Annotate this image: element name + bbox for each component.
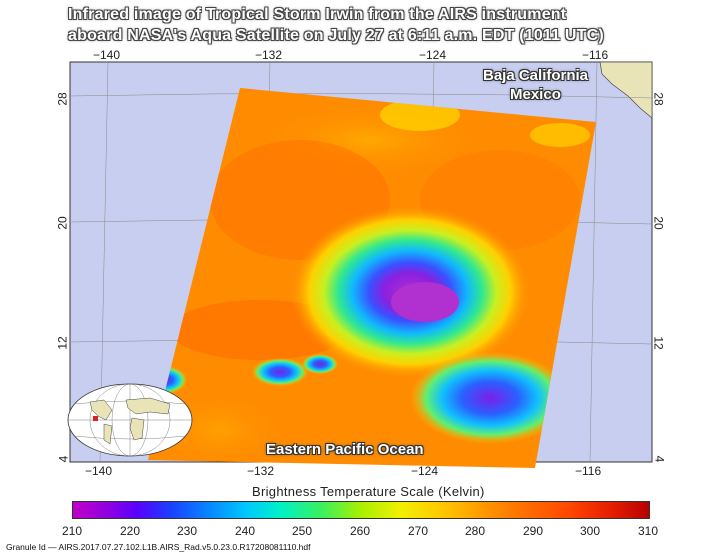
- colorbar-title: Brightness Temperature Scale (Kelvin): [252, 484, 485, 499]
- colorbar-tick-270: 270: [407, 524, 429, 538]
- image-title-line-2: aboard NASA's Aqua Satellite on July 27 …: [68, 27, 604, 44]
- baja-california-land: [599, 61, 653, 119]
- colorbar-tick-240: 240: [234, 524, 256, 538]
- lon-tick-top-124: −124: [419, 48, 447, 62]
- lat-tick-right-12: 12: [651, 336, 666, 350]
- colorbar-tick-250: 250: [291, 524, 313, 538]
- colorbar-tick-310: 310: [637, 524, 659, 538]
- lat-tick-right-28: 28: [651, 92, 666, 106]
- temperature-colorbar: [72, 501, 650, 519]
- lon-tick-bottom-140: −140: [85, 464, 113, 478]
- lat-tick-left-20: 20: [55, 216, 70, 230]
- lat-tick-left-12: 12: [55, 336, 70, 350]
- lon-tick-bottom-132: −132: [247, 464, 275, 478]
- world-globe-inset: [67, 383, 193, 457]
- swath-features: [148, 99, 590, 468]
- lat-tick-left-28: 28: [55, 92, 70, 106]
- region-label-baja: Baja California: [483, 67, 589, 84]
- colorbar-tick-260: 260: [349, 524, 371, 538]
- ocean-label: Eastern Pacific Ocean: [266, 441, 424, 458]
- lon-tick-top-116: −116: [582, 48, 609, 62]
- lon-tick-top-140: −140: [93, 48, 121, 62]
- lat-tick-right-20: 20: [651, 216, 666, 230]
- granule-id-footer: Granule Id — AIRS.2017.07.27.102.L1B.AIR…: [6, 542, 311, 552]
- colorbar-tick-210: 210: [61, 524, 83, 538]
- satellite-map: [67, 61, 653, 468]
- colorbar-tick-280: 280: [464, 524, 486, 538]
- image-title-line-1: Infrared image of Tropical Storm Irwin f…: [68, 6, 567, 23]
- colorbar-tick-220: 220: [119, 524, 141, 538]
- region-label-mexico: Mexico: [510, 86, 561, 103]
- lat-tick-right-4: 4: [652, 455, 667, 463]
- lon-tick-bottom-124: −124: [411, 464, 439, 478]
- location-marker: [93, 416, 98, 421]
- colorbar-tick-300: 300: [579, 524, 601, 538]
- lon-tick-bottom-116: −116: [575, 464, 602, 478]
- lon-tick-top-132: −132: [255, 48, 283, 62]
- lat-tick-left-4: 4: [56, 455, 71, 463]
- colorbar-tick-290: 290: [522, 524, 544, 538]
- colorbar-tick-230: 230: [176, 524, 198, 538]
